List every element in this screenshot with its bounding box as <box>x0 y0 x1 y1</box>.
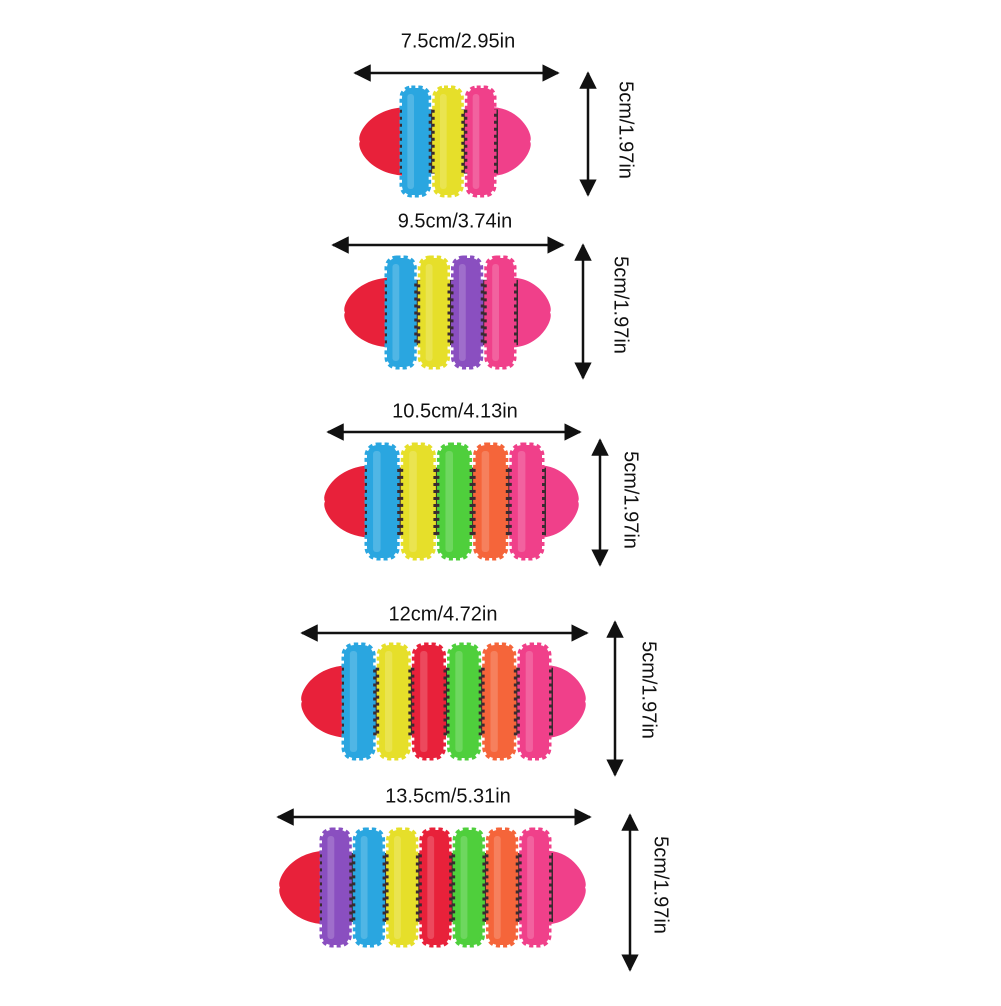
toy-gear <box>419 827 452 948</box>
width-label: 10.5cm/4.13in <box>392 400 518 422</box>
toy-gear <box>411 642 447 761</box>
toy-gear-shade <box>407 94 414 189</box>
toy-gear-shade <box>458 264 466 361</box>
width-label: 9.5cm/3.74in <box>398 210 513 232</box>
toy-gear-shade <box>327 836 335 939</box>
toy-gear <box>417 255 450 370</box>
product-row: 9.5cm/3.74in 5cm/1.97in <box>331 210 632 380</box>
toy-gear-shade <box>493 836 501 939</box>
toy-image <box>324 442 579 561</box>
toy-image <box>344 255 551 370</box>
toy-end-right <box>549 850 586 925</box>
toy-end-left <box>344 277 389 348</box>
toy-gear <box>452 827 485 948</box>
toy-gear-shade <box>481 451 490 552</box>
toy-end-right <box>494 107 531 176</box>
toy-gear-shade <box>527 836 534 939</box>
toy-gear <box>473 442 509 561</box>
toy-gear <box>352 827 386 948</box>
toy-gear <box>517 642 552 761</box>
toy-gear-shade <box>409 451 417 552</box>
toy-gear <box>464 85 497 198</box>
toy-gear <box>386 827 419 948</box>
width-label: 13.5cm/5.31in <box>385 785 511 807</box>
toy-gear-shade <box>360 836 368 939</box>
toy-gear-shade <box>460 836 468 939</box>
toy-gear-shade <box>445 451 453 552</box>
width-label: 12cm/4.72in <box>389 603 498 625</box>
height-label: 5cm/1.97in <box>615 81 637 179</box>
toy-gear-shade <box>425 264 433 361</box>
toy-gear <box>447 642 482 761</box>
toy-gear-shade <box>420 651 428 752</box>
product-row: 10.5cm/4.13in 5cm/1.97in <box>324 400 642 567</box>
toy-gear-shade <box>455 651 463 752</box>
toy-end-left <box>324 465 369 538</box>
toy-gear <box>376 642 411 761</box>
toy-gear-shade <box>427 836 435 939</box>
toy-gear-shade <box>349 651 358 752</box>
height-label: 5cm/1.97in <box>620 451 642 549</box>
height-label: 5cm/1.97in <box>610 256 632 354</box>
toy-gear-shade <box>517 451 526 552</box>
toy-gear-shade <box>385 651 393 752</box>
toy-end-right <box>542 465 579 538</box>
toy-end-left <box>359 107 404 176</box>
toy-image <box>301 642 586 761</box>
toy-image <box>279 827 586 948</box>
product-row: 12cm/4.72in 5cm/1.97in <box>300 603 660 777</box>
toy-gear <box>484 255 517 370</box>
toy-gear-shade <box>440 94 447 189</box>
toy-gear <box>341 642 376 761</box>
toy-end-right <box>549 665 586 738</box>
width-label: 7.5cm/2.95in <box>401 30 516 52</box>
toy-gear-shade <box>472 94 480 189</box>
product-row: 7.5cm/2.95in 5cm/1.97in <box>353 30 637 198</box>
toy-gear <box>436 442 473 561</box>
toy-gear <box>384 255 417 370</box>
product-row: 13.5cm/5.31in 5cm/1.97in <box>276 785 672 972</box>
toy-gear <box>432 85 464 198</box>
toy-gear <box>399 85 432 198</box>
toy-end-left <box>301 665 346 738</box>
toy-gear-shade <box>394 836 401 939</box>
toy-gear <box>519 827 552 948</box>
height-label: 5cm/1.97in <box>650 836 672 934</box>
toy-gear-shade <box>525 651 533 752</box>
toy-gear <box>319 827 352 948</box>
toy-gear <box>364 442 400 561</box>
toy-end-right <box>514 277 551 348</box>
toy-image <box>359 85 531 198</box>
toy-end-left <box>279 850 324 925</box>
toy-gear-shade <box>392 264 400 361</box>
toy-gear <box>482 642 517 761</box>
toy-gear-shade <box>492 264 500 361</box>
toy-gear <box>485 827 519 948</box>
toy-gear <box>451 255 484 370</box>
toy-gear-shade <box>373 451 381 552</box>
toy-gear <box>509 442 545 561</box>
height-label: 5cm/1.97in <box>638 641 660 739</box>
toy-gear-shade <box>490 651 498 752</box>
toy-gear <box>400 442 436 561</box>
